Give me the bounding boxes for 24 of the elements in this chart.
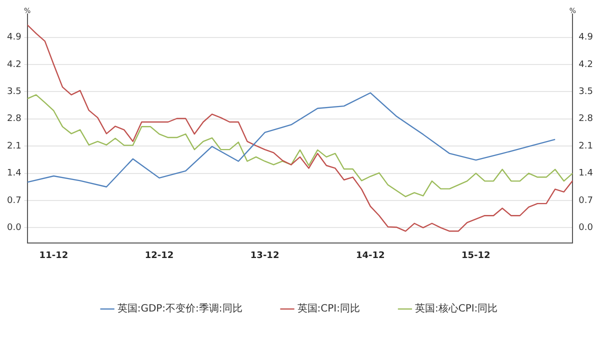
y2-tick-label: 0.0	[578, 223, 594, 234]
x-tick-label: 12-12	[144, 250, 174, 261]
y-tick-label: 2.1	[6, 141, 22, 152]
y2-tick-label: 2.1	[578, 141, 594, 152]
y2-tick-label: 3.5	[578, 87, 594, 98]
y-tick-label: 0.0	[6, 223, 22, 234]
y2-tick-label: 4.2	[578, 60, 594, 70]
y2-tick-label: 0.7	[578, 196, 594, 206]
y2-tick-label: 4.9	[578, 32, 594, 43]
y-tick-label: 4.2	[6, 60, 22, 70]
y-tick-label: 4.9	[6, 32, 22, 43]
x-tick-label: 14-12	[356, 250, 385, 261]
y-tick-label: 2.8	[6, 114, 22, 124]
y-tick-label: 0.7	[6, 196, 22, 206]
y2-tick-label: 1.4	[578, 168, 594, 179]
x-tick-label: 11-12	[39, 250, 68, 261]
y2-tick-label: 2.8	[578, 114, 594, 124]
x-tick-label: 15-12	[462, 250, 490, 261]
y-tick-label: 1.4	[6, 168, 22, 179]
x-tick-label: 13-12	[250, 250, 280, 261]
legend-label: 英国:CPI:同比	[297, 302, 360, 315]
y-tick-label: 3.5	[6, 87, 22, 98]
legend-label: 英国:GDP:不变价:季调:同比	[117, 302, 242, 315]
legend-label: 英国:核心CPI:同比	[414, 302, 498, 315]
